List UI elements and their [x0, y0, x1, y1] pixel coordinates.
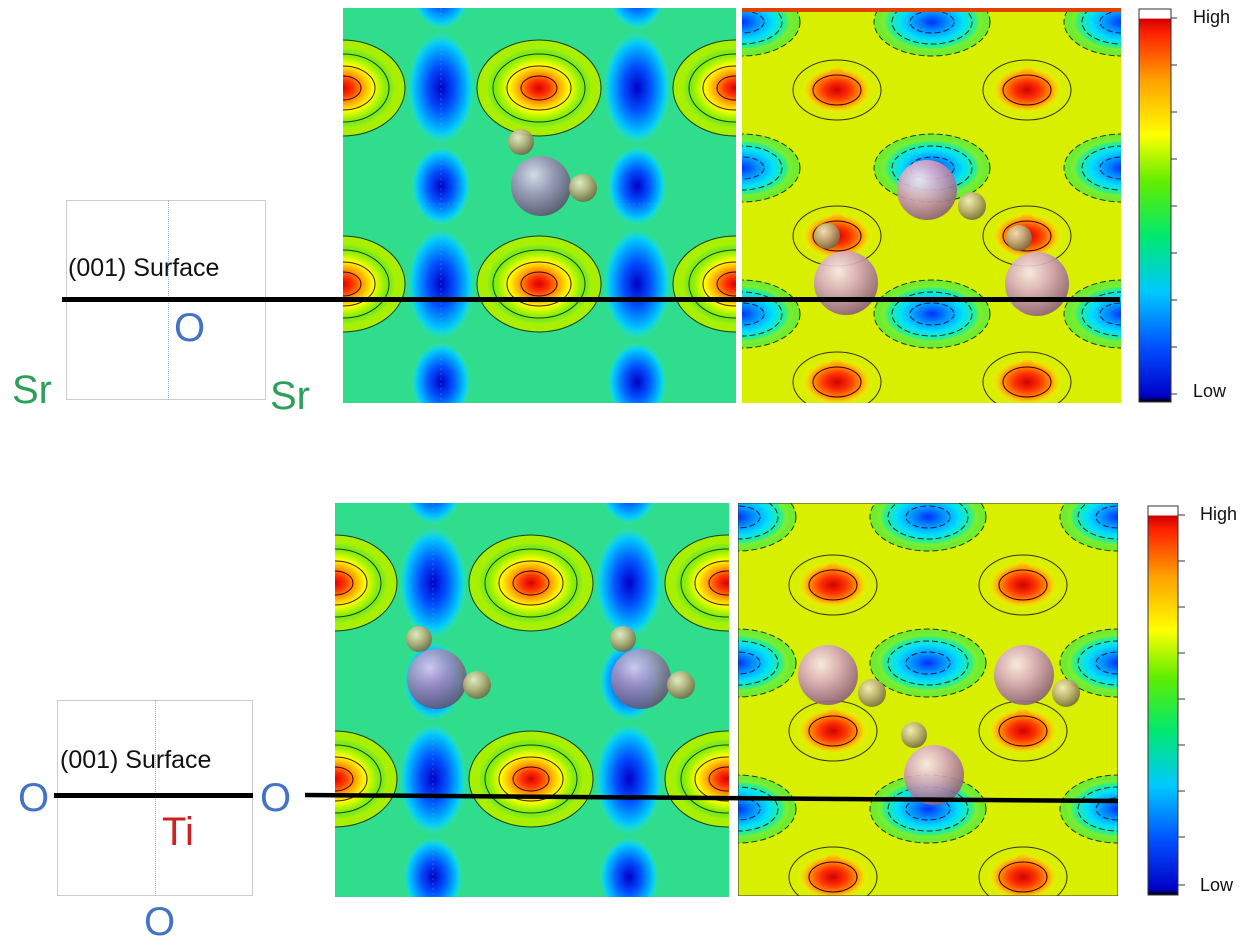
bottom-colorbar-low-label: Low	[1200, 875, 1234, 895]
top-colorbar-low-label: Low	[1193, 381, 1227, 401]
bottom-atom-o-bottom: O	[144, 900, 176, 944]
small-olive-atom-icon	[667, 671, 695, 699]
large-pink-atom-icon	[798, 645, 858, 705]
small-olive-atom-icon	[1006, 225, 1032, 251]
bottom-colorbar-high-label: High	[1200, 504, 1238, 524]
large-pink-atom-icon	[814, 251, 878, 315]
large-pink-atom-icon	[611, 649, 671, 709]
top-colorbar	[1138, 8, 1177, 403]
top-atom-o-center: O	[174, 306, 206, 350]
top-left-contour-map	[343, 8, 736, 403]
bottom-left-contour-map	[335, 503, 729, 897]
small-olive-atom-icon	[814, 223, 840, 249]
large-pink-atom-icon	[407, 649, 467, 709]
small-olive-atom-icon	[508, 129, 534, 155]
large-pink-atom-icon	[994, 645, 1054, 705]
top-colorbar-high-label: High	[1193, 7, 1231, 27]
small-olive-atom-icon	[406, 626, 432, 652]
bottom-right-contour-map	[738, 503, 1118, 896]
small-olive-atom-icon	[1052, 679, 1080, 707]
small-olive-atom-icon	[958, 192, 986, 220]
small-olive-atom-icon	[463, 671, 491, 699]
bottom-cut-line-left	[54, 793, 253, 798]
bottom-colorbar	[1147, 505, 1185, 896]
large-pink-atom-icon	[511, 156, 571, 216]
top-surface-label: (001) Surface	[68, 254, 220, 282]
bottom-surface-label: (001) Surface	[60, 746, 212, 774]
top-atom-sr-left: Sr	[12, 368, 52, 412]
large-pink-atom-icon	[1005, 252, 1069, 316]
top-right-contour-map	[742, 8, 1121, 403]
large-pink-atom-icon	[897, 160, 957, 220]
small-olive-atom-icon	[610, 626, 636, 652]
top-atom-sr-right: Sr	[270, 374, 310, 418]
bottom-unit-cell-midline-vertical	[155, 700, 156, 896]
small-olive-atom-icon	[858, 679, 886, 707]
small-olive-atom-icon	[901, 722, 927, 748]
small-olive-atom-icon	[569, 174, 597, 202]
large-pink-atom-icon	[904, 745, 964, 805]
bottom-atom-o-right: O	[260, 776, 292, 820]
bottom-atom-o-left: O	[18, 776, 50, 820]
bottom-atom-ti-center: Ti	[162, 810, 194, 854]
top-cut-line	[62, 297, 1120, 302]
bottom-cut-line-right	[305, 792, 1119, 804]
